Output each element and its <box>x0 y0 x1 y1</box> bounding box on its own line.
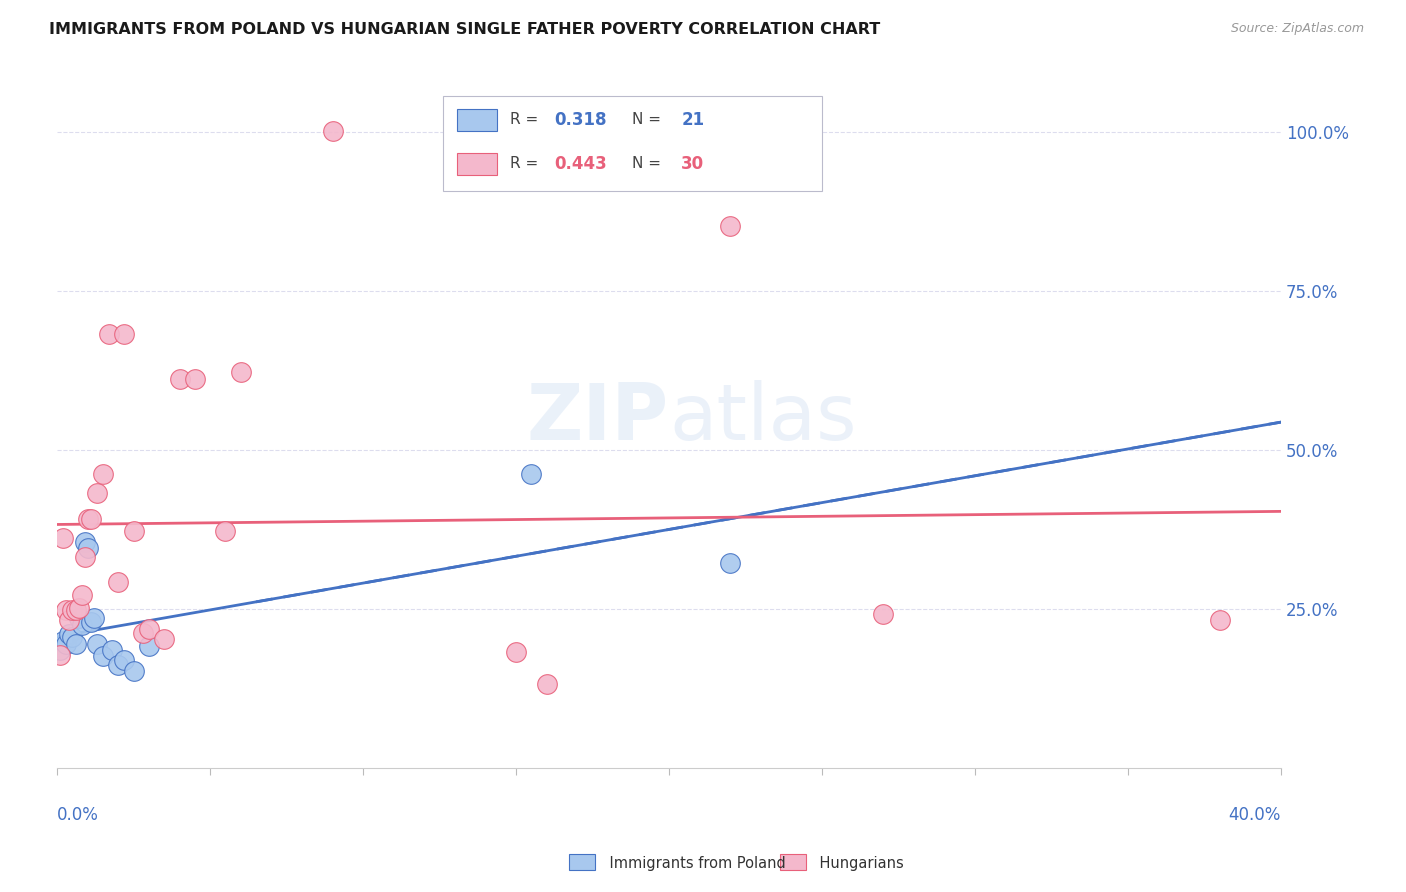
Text: N =: N = <box>633 112 666 127</box>
Text: R =: R = <box>510 112 543 127</box>
Point <box>73 549 96 564</box>
Point <box>98 327 121 342</box>
Point <box>505 645 527 659</box>
Point <box>114 327 136 342</box>
Text: 21: 21 <box>682 111 704 128</box>
Point <box>138 622 160 636</box>
Bar <box>780 854 806 870</box>
Text: IMMIGRANTS FROM POLAND VS HUNGARIAN SINGLE FATHER POVERTY CORRELATION CHART: IMMIGRANTS FROM POLAND VS HUNGARIAN SING… <box>49 22 880 37</box>
Point <box>76 541 98 556</box>
Text: N =: N = <box>633 156 666 171</box>
Text: R =: R = <box>510 156 543 171</box>
Text: atlas: atlas <box>669 380 856 456</box>
Point <box>122 524 145 539</box>
Bar <box>457 109 496 131</box>
Point <box>122 664 145 678</box>
Point <box>718 556 741 570</box>
Point <box>1209 613 1232 627</box>
Point <box>62 603 84 617</box>
Point <box>58 613 80 627</box>
Bar <box>569 854 595 870</box>
Point <box>86 486 108 500</box>
Point <box>520 467 543 481</box>
Point <box>872 607 894 621</box>
Point <box>55 637 77 651</box>
Point <box>83 611 105 625</box>
Text: 30: 30 <box>682 154 704 173</box>
Point <box>73 535 96 549</box>
Point <box>107 657 129 672</box>
Point <box>76 511 98 525</box>
Text: Immigrants from Poland: Immigrants from Poland <box>591 856 786 871</box>
Point <box>132 626 155 640</box>
Point <box>49 648 72 662</box>
FancyBboxPatch shape <box>443 96 823 191</box>
Text: 40.0%: 40.0% <box>1229 806 1281 824</box>
Point <box>107 575 129 590</box>
Point <box>91 467 114 481</box>
Point <box>67 600 90 615</box>
Text: 0.318: 0.318 <box>554 111 606 128</box>
Point <box>718 219 741 234</box>
Point <box>62 631 84 645</box>
Point <box>70 617 93 632</box>
Point <box>70 588 93 602</box>
Point <box>214 524 236 539</box>
Point <box>229 365 252 379</box>
Point <box>80 615 103 629</box>
Point <box>169 372 191 386</box>
Point <box>55 603 77 617</box>
Text: 0.0%: 0.0% <box>58 806 98 824</box>
Point <box>184 372 207 386</box>
Text: ZIP: ZIP <box>527 380 669 456</box>
Point <box>536 677 558 691</box>
Point <box>153 632 176 647</box>
Point <box>114 653 136 667</box>
Point <box>58 627 80 641</box>
Point <box>67 611 90 625</box>
Bar <box>457 153 496 176</box>
Point <box>65 603 87 617</box>
Point <box>86 637 108 651</box>
Point <box>65 637 87 651</box>
Point <box>80 511 103 525</box>
Point <box>52 531 75 545</box>
Point <box>322 124 344 138</box>
Point <box>138 639 160 653</box>
Point <box>101 643 124 657</box>
Text: Source: ZipAtlas.com: Source: ZipAtlas.com <box>1230 22 1364 36</box>
Text: Hungarians: Hungarians <box>801 856 904 871</box>
Point <box>52 633 75 648</box>
Point <box>91 649 114 664</box>
Text: 0.443: 0.443 <box>554 154 607 173</box>
Point <box>49 643 72 657</box>
